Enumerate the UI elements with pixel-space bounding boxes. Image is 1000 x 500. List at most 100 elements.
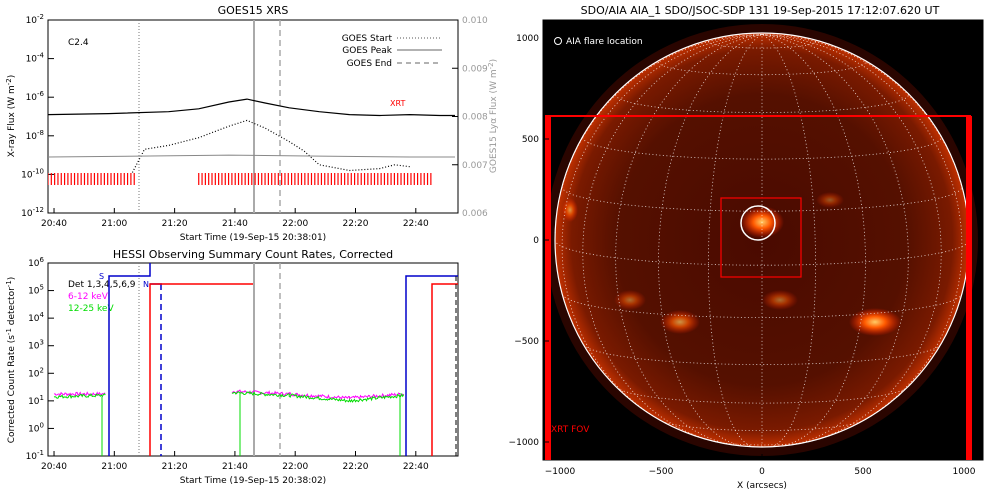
hessi-y-axis: 106 105 104 103 102 101 100 10-1 xyxy=(26,256,54,462)
hessi-xtick-label: 21:00 xyxy=(101,462,127,472)
aia-grid-line xyxy=(561,34,763,427)
goes-xtick-label: 21:20 xyxy=(162,219,188,229)
aia-ytick-label: 500 xyxy=(522,135,539,145)
goes-class-label: C2.4 xyxy=(68,38,89,48)
aia-active-region-s xyxy=(762,290,798,310)
aia-grid-line xyxy=(583,344,941,366)
aia-ytick-label: 0 xyxy=(533,236,539,246)
hessi-ytick-label: 100 xyxy=(28,421,44,434)
aia-active-region-e xyxy=(816,192,844,208)
xrt-fov-left-edge xyxy=(546,116,551,460)
goes-y2tick-label: 0.006 xyxy=(462,209,488,219)
hessi-ytick-label: 101 xyxy=(28,394,44,407)
goes-xrt-marks xyxy=(48,173,432,185)
goes-ytick-label: 10-8 xyxy=(26,129,44,142)
xrt-subfield-box xyxy=(720,197,802,278)
hessi-ytick-label: 106 xyxy=(28,256,44,269)
goes-left-axis: 10-2 10-4 10-6 10-8 10-10 10-12 xyxy=(21,13,54,219)
aia-flare-legend: AIA flare location xyxy=(566,37,643,47)
hessi-ytick-label: 104 xyxy=(28,311,44,324)
xrt-fov-right-edge xyxy=(966,116,972,460)
aia-active-region-w xyxy=(614,290,646,310)
aia-grid-line xyxy=(761,34,942,443)
hessi-xtick-label: 22:40 xyxy=(403,462,429,472)
goes-x-axis: 20:40 21:00 21:20 21:40 22:00 22:20 22:40 xyxy=(41,208,429,229)
aia-grid-line xyxy=(561,186,963,212)
hessi-ytick-label: 10-1 xyxy=(26,449,44,462)
xrt-fov-label: XRT FOV xyxy=(551,425,590,435)
hessi-series xyxy=(53,389,405,403)
hessi-ylabel: Corrected Count Rate (s-1 detector-1) xyxy=(5,277,17,444)
hessi-series-0 xyxy=(231,389,404,400)
hessi-saa-blue-2 xyxy=(405,275,458,456)
hessi-x-axis: 20:40 21:00 21:20 21:40 22:00 22:20 22:40 xyxy=(41,451,429,472)
goes-xrt-label: XRT xyxy=(390,99,405,108)
aia-xtick-label: −500 xyxy=(649,467,674,477)
aia-ytick-label: −1000 xyxy=(509,438,540,448)
aia-grid-line xyxy=(761,34,817,448)
hessi-legend: Det 1,3,4,5,6,9 6-12 keV 12-25 keV S N xyxy=(68,272,149,314)
legend-goes-end: GOES End xyxy=(347,59,392,69)
hessi-saa-blue-1 xyxy=(108,263,151,456)
hessi-xtick-label: 21:40 xyxy=(222,462,248,472)
hessi-xtick-label: 22:20 xyxy=(343,462,369,472)
legend-det: Det 1,3,4,5,6,9 xyxy=(68,280,136,290)
aia-grid-line xyxy=(715,441,809,446)
hessi-ytick-label: 105 xyxy=(28,284,44,297)
aia-grid-line xyxy=(761,34,963,427)
goes-xtick-label: 21:40 xyxy=(222,219,248,229)
goes-right-axis: 0.010 0.009 0.008 0.007 0.006 xyxy=(452,16,488,219)
aia-limb-brightening xyxy=(562,198,578,222)
hessi-xtick-label: 21:20 xyxy=(162,462,188,472)
hessi-night-red-1 xyxy=(149,283,253,456)
aia-active-region-sw xyxy=(660,310,700,334)
goes-xtick-label: 22:20 xyxy=(343,219,369,229)
aia-grid-line xyxy=(658,62,866,76)
aia-ytick-label: 1000 xyxy=(516,34,539,44)
aia-grid-line xyxy=(554,34,763,241)
hessi-plot-area xyxy=(53,263,458,456)
aia-grid-line xyxy=(615,34,763,446)
aia-axes: −1000 −500 0 500 1000 1000 500 0 −500 −1000 xyxy=(509,34,976,477)
aia-heliographic-grid xyxy=(554,34,970,448)
goes-legend: GOES Start GOES Peak GOES End xyxy=(342,34,442,69)
legend-6-12: 6-12 keV xyxy=(68,292,109,302)
legend-goes-peak: GOES Peak xyxy=(342,46,392,56)
aia-xtick-label: 500 xyxy=(854,467,871,477)
aia-grid-line xyxy=(661,420,863,431)
aia-grid-line xyxy=(582,34,763,443)
goes-ylabel-left: X-ray Flux (W m-2) xyxy=(5,75,17,157)
hessi-xlabel: Start Time (19-Sep-15 20:38:02) xyxy=(180,476,326,486)
goes-series-1 xyxy=(131,119,410,173)
hessi-panel: HESSI Observing Summary Count Rates, Cor… xyxy=(5,248,459,486)
aia-title: SDO/AIA AIA_1 SDO/JSOC-SDP 131 19-Sep-20… xyxy=(581,4,940,17)
goes-series xyxy=(48,98,455,173)
legend-goes-start: GOES Start xyxy=(342,34,393,44)
goes-y2tick-label: 0.007 xyxy=(462,161,488,171)
hessi-s-label: S xyxy=(99,272,104,281)
aia-image: AIA flare location XRT FOV xyxy=(545,24,978,460)
aia-panel: SDO/AIA AIA_1 SDO/JSOC-SDP 131 19-Sep-20… xyxy=(509,4,984,491)
goes-y2tick-label: 0.008 xyxy=(462,113,488,123)
aia-xtick-label: −1000 xyxy=(545,467,576,477)
hessi-series-1 xyxy=(53,393,106,399)
aia-xtick-label: 1000 xyxy=(953,467,976,477)
hessi-n-label: N xyxy=(143,280,149,289)
goes-series-2 xyxy=(48,154,455,158)
aia-ytick-label: −500 xyxy=(514,337,539,347)
goes-y2tick-label: 0.009 xyxy=(462,64,488,74)
goes-xtick-label: 21:00 xyxy=(101,219,127,229)
aia-xlabel: X (arcsecs) xyxy=(737,481,787,491)
goes-ylabel-right: GOES15 Lyα Flux (W m-2) xyxy=(487,59,499,173)
goes-ytick-label: 10-2 xyxy=(26,13,44,26)
hessi-night-red-2 xyxy=(431,283,458,456)
goes-xtick-label: 22:40 xyxy=(403,219,429,229)
aia-grid-line xyxy=(761,34,970,241)
goes-xlabel: Start Time (19-Sep-15 20:38:01) xyxy=(180,233,326,243)
hessi-ytick-label: 102 xyxy=(28,366,44,379)
hessi-series-1 xyxy=(231,391,405,403)
aia-xtick-label: 0 xyxy=(759,467,765,477)
aia-flare-legend-symbol xyxy=(554,37,562,45)
hessi-title: HESSI Observing Summary Count Rates, Cor… xyxy=(113,248,393,261)
legend-12-25: 12-25 keV xyxy=(68,304,114,314)
